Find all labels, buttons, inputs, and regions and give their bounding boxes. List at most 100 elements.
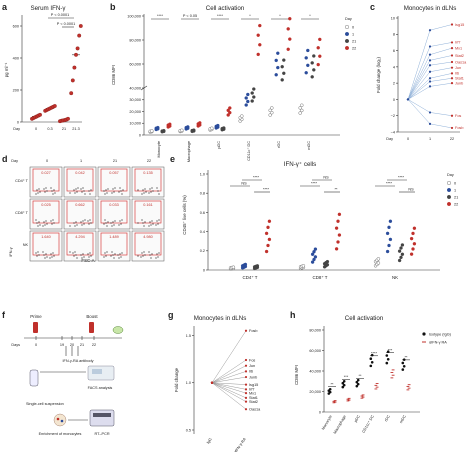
panel-a-xtick-label: 0 bbox=[35, 127, 37, 131]
panel-d-event bbox=[106, 192, 108, 194]
panel-e-ytick-label: 0.4 bbox=[200, 230, 205, 234]
panel-h-point bbox=[385, 361, 389, 365]
panel-g-gene-label: Fos bbox=[249, 358, 255, 362]
panel-c-point bbox=[428, 45, 432, 48]
panel-b-point bbox=[270, 110, 274, 115]
panel-e-point bbox=[325, 259, 330, 264]
panel-d-event bbox=[141, 219, 143, 221]
panel-a-pval-1: P < 0.0001 bbox=[51, 13, 69, 17]
panel-e-point bbox=[301, 264, 306, 268]
panel-b-point bbox=[244, 103, 248, 107]
panel-c-point bbox=[450, 72, 454, 75]
panel-f-enrich: Enrichment of monocytes bbox=[39, 432, 82, 436]
panel-b-legend-marker bbox=[345, 32, 350, 37]
panel-g-xtick-label: αIFN-γ-RA bbox=[233, 437, 247, 452]
panel-e-sig: **** bbox=[386, 182, 392, 186]
panel-b-point bbox=[280, 64, 284, 69]
panel-b-point bbox=[256, 33, 260, 37]
panel-g-point bbox=[244, 375, 248, 379]
panel-d-event bbox=[151, 187, 153, 189]
panel-a-point bbox=[74, 52, 78, 57]
panel-d-yaxis-label: IFN-γ bbox=[9, 247, 13, 256]
panel-a-point bbox=[69, 91, 74, 96]
panel-h-xtick-label: mDC bbox=[399, 414, 407, 424]
panel-d-event bbox=[80, 254, 82, 256]
panel-d-gate bbox=[66, 232, 94, 256]
panel-d-event bbox=[82, 187, 84, 189]
panel-d-flow-plot bbox=[63, 166, 97, 198]
panel-d-event bbox=[157, 256, 159, 258]
panel-d-event bbox=[75, 188, 77, 190]
panel-e-legend-marker bbox=[447, 180, 452, 185]
panel-g-point bbox=[244, 400, 248, 403]
panel-d-gate bbox=[66, 168, 94, 192]
panel-e-sig: **** bbox=[263, 188, 269, 192]
panel-g-gene-label: Stat1 bbox=[249, 396, 258, 400]
panel-d-event bbox=[121, 193, 123, 195]
panel-d-gate bbox=[134, 168, 162, 192]
panel-e-point bbox=[243, 262, 248, 267]
arrow-icon bbox=[65, 346, 79, 356]
panel-c-ytick-label: 0 bbox=[393, 98, 395, 102]
panel-h-legend-label: Isotype (IgG) bbox=[429, 333, 452, 337]
panel-e-ylabel: CD45⁺ live cells (%) bbox=[182, 195, 187, 235]
panel-d-gate bbox=[32, 168, 60, 192]
panel-e-point bbox=[337, 212, 342, 217]
panel-h-point bbox=[401, 368, 405, 371]
panel-g-gene-label: Mx1 bbox=[249, 391, 256, 395]
panel-e-sig: **** bbox=[311, 182, 317, 186]
panel-c-point bbox=[450, 23, 454, 26]
panel-b-point bbox=[250, 91, 254, 95]
panel-d-event bbox=[90, 189, 92, 191]
panel-d-event bbox=[76, 224, 78, 226]
panel-d-event bbox=[81, 191, 83, 193]
panel-d-gate-value: 0.027 bbox=[41, 171, 51, 175]
panel-e-legend-label: 21 bbox=[454, 196, 458, 200]
panel-g-series-line bbox=[211, 382, 247, 390]
panel-d-event bbox=[39, 224, 41, 226]
panel-f-prime-label: Prime bbox=[30, 314, 42, 319]
panel-d-event bbox=[106, 251, 108, 253]
panel-e-point bbox=[336, 240, 340, 244]
panel-b-point bbox=[270, 106, 274, 110]
panel-d-xaxis-label: FSC-A bbox=[81, 258, 94, 263]
panel-e-point bbox=[266, 225, 270, 230]
panel-c-point bbox=[450, 114, 454, 117]
panel-c-point bbox=[450, 66, 454, 69]
panel-e-sig: NS bbox=[241, 182, 247, 186]
panel-c-point bbox=[428, 85, 432, 88]
panel-g-series-line bbox=[211, 382, 247, 410]
panel-e-legend-label: 1 bbox=[454, 189, 456, 193]
panel-b-point bbox=[268, 113, 272, 117]
panel-d-flow-plot bbox=[63, 198, 97, 230]
panel-d-event bbox=[35, 252, 37, 254]
panel-e-title: IFN-γ⁺ cells bbox=[284, 161, 316, 168]
panel-b-sig: P < 0.05 bbox=[183, 14, 197, 18]
panel-h-xtick-label: Macrophage bbox=[333, 415, 347, 435]
panel-g-title: Monocytes in dLNs bbox=[194, 315, 247, 322]
tube-icon bbox=[29, 369, 39, 387]
panel-c-point bbox=[428, 70, 432, 73]
panel-c-title: Monocytes in dLNs bbox=[404, 5, 457, 12]
panel-letter-g: g bbox=[168, 310, 174, 320]
panel-e-legend: Day 0 1 21 22 bbox=[447, 173, 458, 207]
panel-c-ytick-label: 2 bbox=[393, 82, 395, 86]
panel-d-event bbox=[137, 255, 139, 257]
panel-d-event bbox=[113, 224, 115, 226]
panel-b-point bbox=[150, 129, 154, 133]
panel-c-point bbox=[428, 64, 432, 67]
panel-e-point bbox=[264, 249, 269, 254]
panel-d-event bbox=[69, 192, 71, 194]
panel-b-ylabel: CD86 MFI bbox=[111, 65, 116, 85]
panel-d-event bbox=[121, 252, 123, 254]
panel-h-ytick-label: 0 bbox=[319, 410, 321, 414]
panel-f-day-label: 19 bbox=[60, 343, 64, 347]
panel-e-point bbox=[255, 264, 260, 268]
panel-d-event bbox=[50, 187, 52, 189]
panel-d-event bbox=[43, 188, 45, 190]
panel-c-ytick-label: 4 bbox=[393, 65, 395, 69]
panel-f: f Prime Boost Days 0 19 20 21 22 IFN-γ-RA ant… bbox=[2, 310, 124, 436]
panel-a-point bbox=[77, 33, 82, 38]
panel-a-ylabel: pg ml⁻¹ bbox=[4, 62, 9, 77]
